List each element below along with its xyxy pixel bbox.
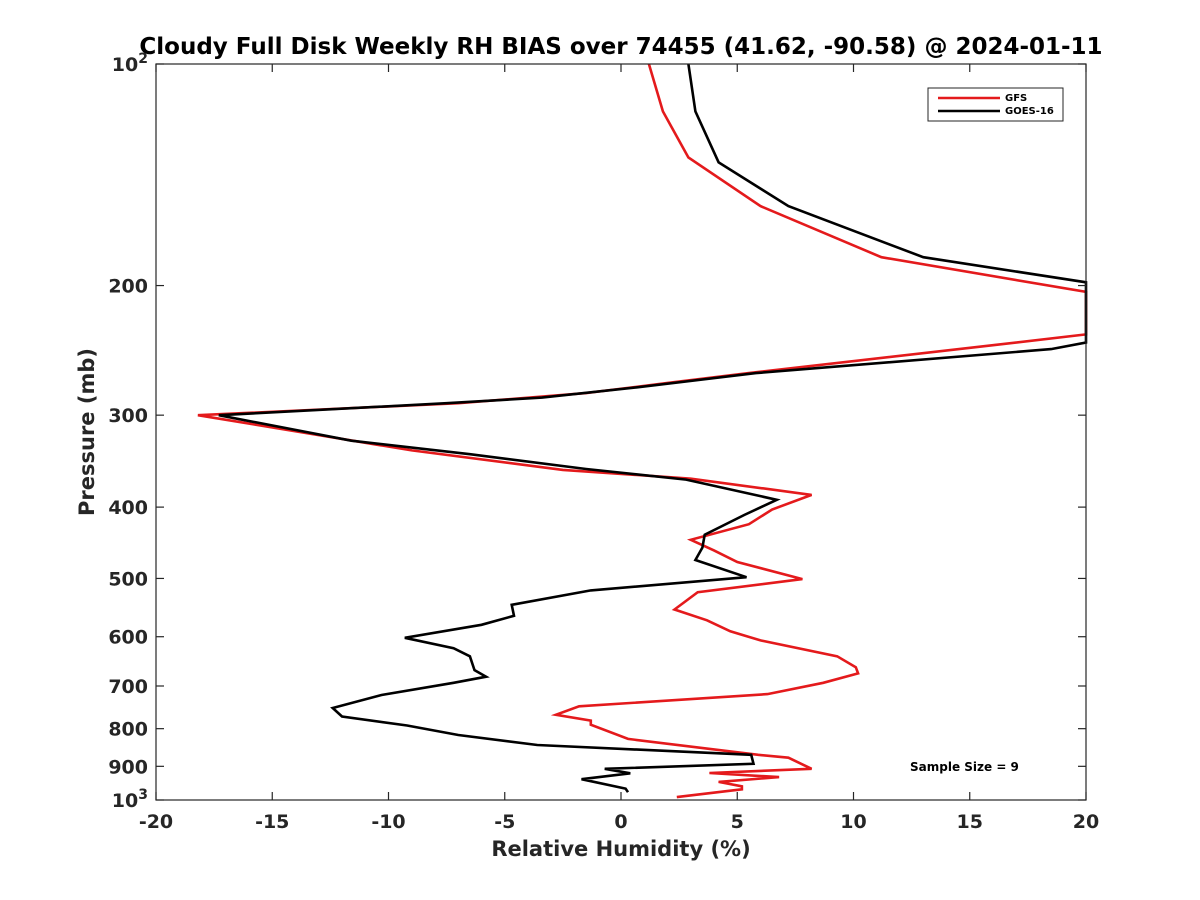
series-line-goes16	[218, 63, 1088, 793]
legend-label-gfs: GFS	[1005, 93, 1027, 104]
x-tick-label: -15	[255, 811, 289, 833]
y-tick-label: 600	[108, 627, 148, 649]
y-tick-label: 400	[108, 497, 148, 519]
legend-label-goes16: GOES-16	[1005, 106, 1054, 117]
chart-title: Cloudy Full Disk Weekly RH BIAS over 744…	[139, 34, 1102, 60]
axes: -20 -15 -10 -5 0 5 10 15 20 102 200 300 400 500 600 700…	[108, 51, 1099, 833]
x-tick-label: -10	[371, 811, 405, 833]
y-tick-label: 300	[108, 405, 148, 427]
plot-area	[197, 63, 1088, 799]
legend: GFS GOES-16	[927, 87, 1064, 122]
y-tick-label: 700	[108, 676, 148, 698]
y-tick-label: 500	[108, 568, 148, 590]
legend-box	[927, 87, 1064, 122]
y-tick-label: 102	[112, 51, 148, 76]
x-tick-label: 10	[840, 811, 866, 833]
series-line-gfs	[197, 63, 1088, 799]
x-axis-label: Relative Humidity (%)	[491, 837, 750, 861]
y-axis-label: Pressure (mb)	[75, 348, 99, 516]
x-tick-label: -5	[494, 811, 515, 833]
sample-size-annotation: Sample Size = 9	[910, 760, 1019, 774]
x-tick-label: 0	[614, 811, 627, 833]
y-tick-label: 103	[112, 787, 148, 812]
y-tick-label: 800	[108, 719, 148, 741]
x-tick-label: 20	[1073, 811, 1099, 833]
x-tick-label: 15	[957, 811, 983, 833]
y-tick-label: 200	[108, 276, 148, 298]
x-tick-label: 5	[731, 811, 744, 833]
y-tick-label: 900	[108, 756, 148, 778]
x-tick-label: -20	[139, 811, 173, 833]
